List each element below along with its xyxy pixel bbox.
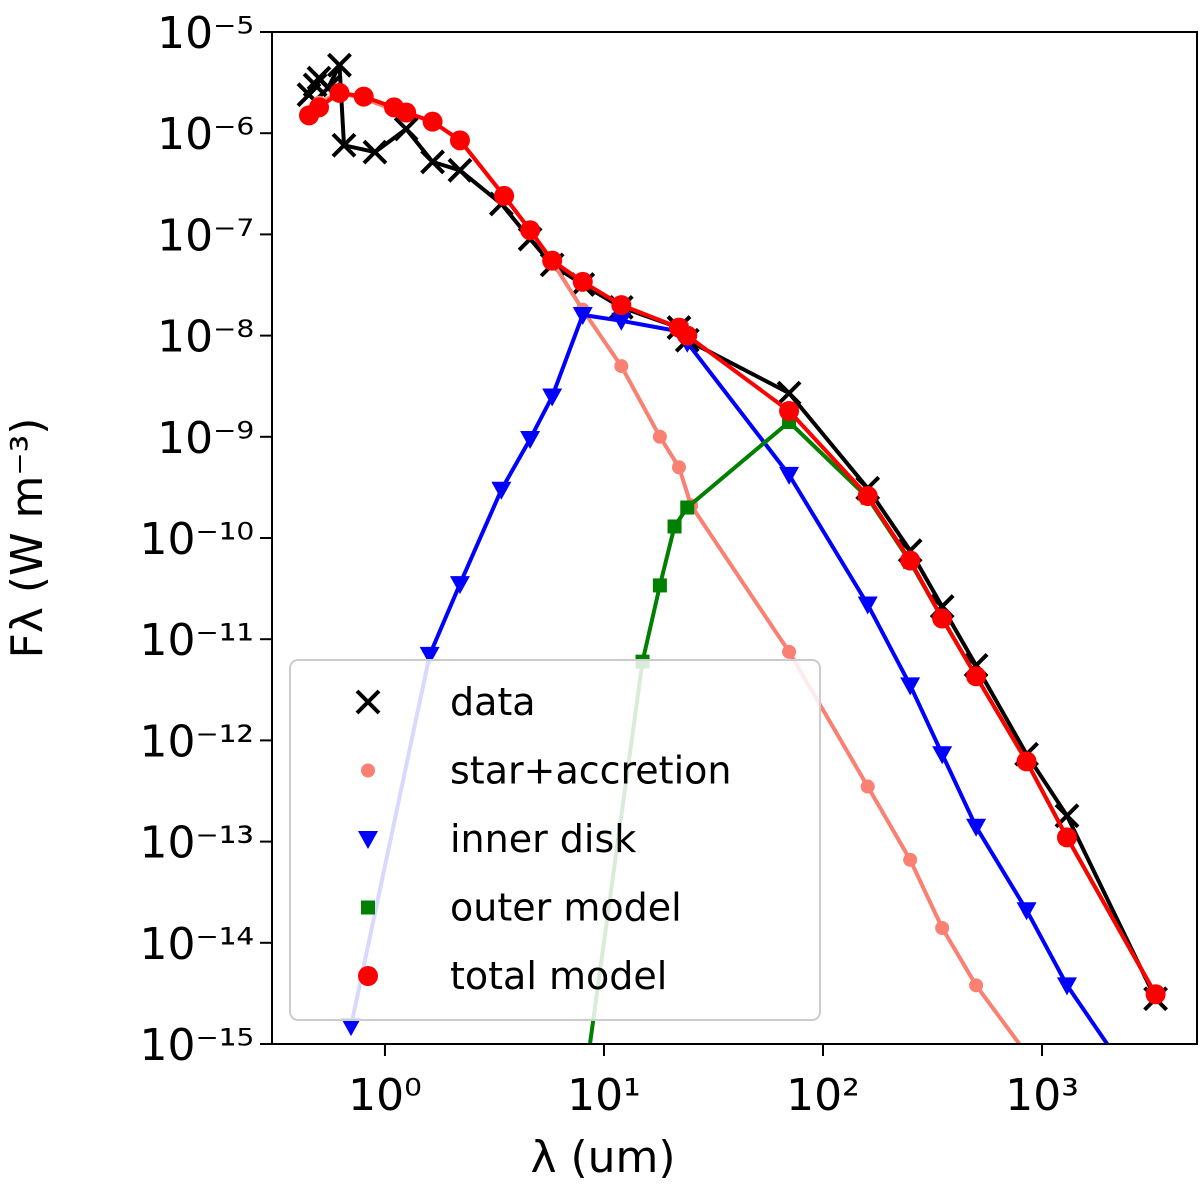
marker-circle (1020, 1047, 1034, 1061)
y-tick-label: 10⁻¹² (140, 716, 255, 767)
marker-circle (903, 852, 918, 867)
marker-triangle (900, 677, 921, 696)
legend-marker (361, 900, 375, 915)
marker-square (680, 500, 695, 515)
marker-circle (671, 460, 686, 475)
marker-circle (542, 250, 563, 271)
marker-x (327, 52, 352, 78)
marker-circle (611, 295, 632, 316)
marker-circle (572, 271, 593, 292)
legend-box (289, 659, 821, 1021)
marker-circle (1145, 984, 1166, 1005)
x-tick-label: 10¹ (567, 1070, 641, 1121)
marker-triangle (1146, 1107, 1166, 1125)
marker-circle (860, 779, 875, 794)
y-tick-label: 10⁻¹⁰ (140, 514, 255, 565)
marker-x (776, 380, 802, 406)
legend-marker (358, 831, 378, 849)
y-tick-label: 10⁻¹³ (140, 818, 255, 869)
marker-x (393, 116, 419, 142)
marker-x (362, 139, 388, 165)
marker-triangle (611, 312, 632, 331)
marker-triangle (491, 481, 512, 500)
marker-circle (494, 185, 515, 206)
x-tick-label: 10⁰ (348, 1070, 422, 1121)
marker-triangle (932, 746, 953, 765)
y-tick-label: 10⁻⁹ (157, 413, 254, 464)
marker-circle (857, 486, 878, 507)
legend: data star+accretion inner disk outer model t… (289, 659, 821, 1021)
marker-triangle (966, 818, 987, 837)
marker-circle (779, 400, 800, 421)
marker-triangle (1016, 902, 1037, 921)
marker-triangle (449, 576, 470, 595)
marker-square (667, 519, 682, 534)
legend-marker (361, 763, 375, 778)
legend-marker (358, 966, 378, 986)
x-tick-label: 10² (786, 1070, 860, 1121)
legend-label: data (450, 680, 536, 724)
marker-triangle (572, 306, 593, 325)
y-tick-label: 10⁻¹¹ (140, 615, 255, 666)
marker-circle (329, 82, 350, 103)
marker-circle (309, 97, 330, 118)
marker-circle (677, 325, 698, 346)
y-tick-label: 10⁻¹⁵ (140, 1020, 255, 1071)
marker-triangle (1056, 977, 1077, 996)
x-tick-label: 10³ (1005, 1070, 1079, 1121)
marker-x (331, 132, 357, 158)
marker-triangle (857, 596, 878, 615)
marker-circle (422, 111, 443, 132)
y-tick-label: 10⁻⁶ (157, 109, 254, 160)
marker-circle (932, 608, 953, 629)
y-tick-label: 10⁻⁵ (157, 8, 254, 59)
marker-circle (935, 921, 950, 936)
y-axis-label: Fλ (W m⁻³) (2, 418, 53, 659)
marker-circle (900, 550, 921, 571)
y-tick-label: 10⁻⁷ (157, 210, 254, 261)
x-axis-label: λ (um) (530, 1132, 675, 1183)
legend-label: inner disk (450, 817, 636, 861)
marker-x (420, 149, 445, 175)
marker-circle (1016, 751, 1037, 772)
y-tick-label: 10⁻¹⁴ (140, 919, 255, 970)
marker-square (652, 578, 667, 593)
legend-marker (355, 689, 381, 715)
marker-triangle (779, 466, 800, 485)
marker-triangle (419, 646, 440, 665)
marker-circle (966, 666, 987, 687)
marker-circle (614, 359, 629, 374)
legend-label: star+accretion (450, 749, 731, 793)
marker-circle (1056, 827, 1077, 848)
marker-x (447, 157, 473, 183)
marker-triangle (520, 431, 541, 450)
legend-label: total model (450, 954, 667, 998)
marker-circle (969, 978, 984, 993)
marker-triangle (341, 1018, 362, 1037)
plot-area (296, 52, 1169, 1125)
marker-circle (449, 130, 470, 151)
marker-triangle (542, 388, 563, 407)
y-tick-label: 10⁻⁸ (157, 312, 254, 363)
marker-circle (396, 102, 417, 123)
marker-circle (520, 220, 541, 241)
marker-circle (353, 86, 374, 107)
legend-label: outer model (450, 886, 682, 930)
marker-circle (782, 644, 797, 659)
marker-circle (652, 429, 667, 444)
